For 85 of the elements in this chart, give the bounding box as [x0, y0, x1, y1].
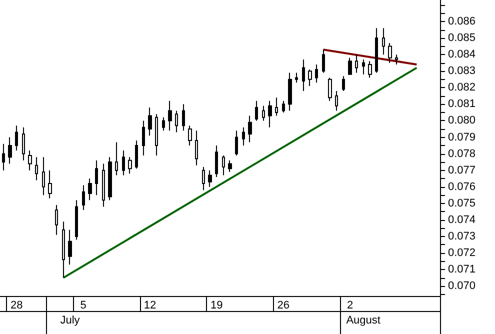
y-tick-label: 0.070 [448, 280, 476, 292]
y-tick-label: 0.075 [448, 197, 476, 210]
candlestick [302, 59, 305, 92]
candlestick [55, 204, 58, 236]
y-tick-label: 0.071 [448, 264, 476, 276]
candlestick [142, 120, 145, 156]
y-tick-label: 0.081 [448, 98, 476, 110]
candlestick [102, 163, 105, 208]
candlestick [342, 76, 345, 92]
candlestick [35, 156, 38, 181]
candlestick [315, 64, 318, 84]
candlestick [182, 104, 185, 132]
candlestick [82, 184, 85, 211]
candlestick [8, 136, 12, 164]
x-tick-label: 12 [144, 300, 156, 312]
candlestick [222, 154, 225, 176]
candlestick [368, 60, 372, 78]
x-tick-label: 5 [80, 300, 86, 312]
candlestick [215, 145, 218, 178]
candlestick [375, 28, 378, 74]
candlestick [148, 106, 152, 136]
candlestick [255, 100, 258, 122]
x-tick-label: August [346, 314, 380, 326]
y-tick-label: 0.077 [448, 164, 476, 176]
x-tick-label: 26 [277, 300, 290, 312]
candlestick [262, 105, 265, 122]
candlestick [268, 100, 272, 128]
candlestick [195, 130, 198, 166]
candlestick [135, 140, 138, 170]
candlestick [242, 126, 245, 146]
y-tick-label: 0.082 [448, 82, 476, 94]
candlestick [235, 130, 238, 156]
candlestick [335, 90, 338, 112]
y-tick-label: 0.086 [448, 15, 476, 28]
candlestick [295, 72, 298, 84]
candlestick [48, 170, 52, 199]
candlestick [68, 229, 72, 266]
y-tick-label: 0.076 [448, 180, 476, 193]
y-tick-label: 0.078 [448, 148, 476, 160]
candlestick [202, 166, 205, 191]
candlestick [248, 115, 252, 143]
candlestick [275, 97, 278, 116]
candlestick [208, 170, 212, 188]
candlestick [28, 150, 32, 171]
y-tick-label: 0.083 [448, 65, 476, 78]
candlestick [348, 57, 352, 75]
candlestick [75, 200, 78, 240]
y-tick-label: 0.084 [448, 48, 476, 61]
candlestick [288, 72, 292, 112]
y-tick-label: 0.073 [448, 230, 476, 242]
candlestick [2, 143, 5, 171]
candlestick [42, 156, 45, 196]
candlestick [395, 54, 398, 65]
candlestick [95, 160, 98, 196]
candlestick [128, 156, 132, 174]
candlestick [282, 100, 285, 113]
candlestick [115, 142, 118, 176]
x-tick-label: July [60, 314, 80, 326]
candlestick [15, 125, 18, 151]
candlestick [322, 49, 325, 74]
candlestick [228, 160, 232, 172]
candlestick [155, 114, 158, 156]
y-tick-label: 0.085 [448, 32, 476, 44]
candlestick [122, 150, 125, 176]
candlestick [168, 100, 172, 132]
y-tick-label: 0.080 [448, 114, 476, 127]
candlestick [382, 28, 385, 56]
candlestick [328, 77, 332, 102]
candlestick [175, 110, 178, 133]
candlestick [22, 126, 25, 161]
y-tick-label: 0.074 [448, 214, 476, 226]
candlestick [388, 42, 392, 64]
y-tick-label: 0.079 [448, 131, 476, 144]
x-tick-label: 2 [346, 300, 354, 312]
candlestick [308, 68, 312, 86]
candlestick [355, 54, 358, 74]
candlestick [362, 59, 365, 75]
y-tick-label: 0.072 [448, 247, 476, 260]
candlestick [108, 156, 112, 201]
candlestick [188, 125, 192, 146]
candlestick [88, 178, 92, 201]
x-tick-label: 28 [10, 300, 23, 312]
candlestick [62, 221, 65, 278]
x-tick-label: 19 [210, 300, 223, 312]
candlestick [162, 116, 165, 132]
